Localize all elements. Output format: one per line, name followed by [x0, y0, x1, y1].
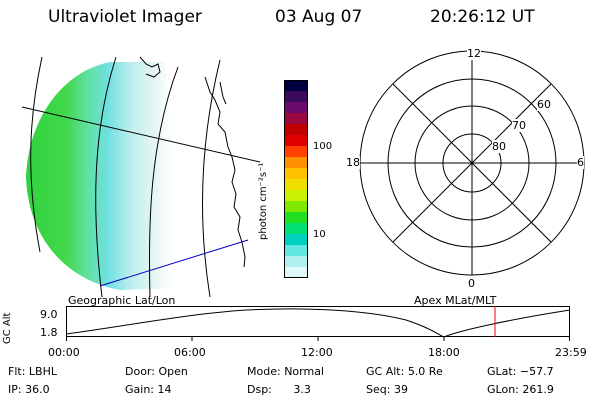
flt-label: Flt: — [8, 365, 26, 378]
colorbar-segment — [284, 124, 308, 136]
glat-value: −57.7 — [519, 365, 554, 378]
glon-value: 261.9 — [522, 383, 554, 396]
status-door: Door: Open — [125, 365, 188, 378]
image-date: 03 Aug 07 — [275, 7, 363, 27]
colorbar-segment — [284, 135, 308, 147]
time-tick-1200: 12:00 — [301, 346, 333, 359]
glon-label: GLon: — [487, 383, 519, 396]
colorbar-segment — [284, 212, 308, 224]
instrument-title: Ultraviolet Imager — [48, 7, 202, 27]
colorbar-segment — [284, 245, 308, 257]
status-seq: Seq: 39 — [366, 383, 408, 396]
seq-value: 39 — [393, 383, 408, 396]
glat-label: GLat: — [487, 365, 517, 378]
lat-label-70: 70 — [512, 119, 526, 132]
colorbar-segment — [284, 146, 308, 158]
dsp-label: Dsp: — [247, 383, 272, 396]
colorbar-segment — [284, 256, 308, 268]
uv-emission-image — [26, 62, 180, 290]
colorbar-segment — [284, 179, 308, 191]
status-glat: GLat: −57.7 — [487, 365, 554, 378]
seq-label: Seq: — [366, 383, 391, 396]
gc-alt-value: 5.0 Re — [407, 365, 443, 378]
colorbar-tick-10: 10 — [313, 229, 326, 240]
coastline-outline — [139, 56, 246, 268]
terminator-line — [99, 239, 249, 287]
colorbar-segment — [284, 168, 308, 180]
colorbar-segment — [284, 201, 308, 213]
altitude-tick-1-8: 1.8 — [40, 326, 58, 339]
lat-label-60: 60 — [537, 98, 551, 111]
ip-label: IP: — [8, 383, 22, 396]
status-gain: Gain: 14 — [125, 383, 172, 396]
gain-value: 14 — [157, 383, 172, 396]
time-tick-0000: 00:00 — [48, 346, 80, 359]
colorbar-tick-100: 100 — [313, 141, 333, 152]
door-label: Door: — [125, 365, 155, 378]
colorbar-segment — [284, 267, 308, 278]
mlt-label-0: 0 — [468, 277, 475, 290]
status-ip: IP: 36.0 — [8, 383, 50, 396]
altitude-axis-label: GC Alt — [2, 312, 13, 344]
mlt-label-6: 6 — [577, 156, 584, 169]
image-time: 20:26:12 UT — [430, 7, 535, 27]
polar-diagonal-2 — [392, 83, 552, 243]
colorbar-frame — [284, 80, 308, 278]
colorbar-segment — [284, 157, 308, 169]
apex-label: Apex MLat/MLT — [414, 294, 497, 307]
colorbar-segment — [284, 80, 308, 92]
colorbar — [284, 80, 308, 278]
mlt-label-12: 12 — [467, 47, 481, 60]
dsp-value: 3.3 — [293, 383, 311, 396]
altitude-plot — [66, 306, 571, 341]
altitude-plot-frame — [66, 306, 570, 337]
status-mode: Mode: Normal — [247, 365, 324, 378]
colorbar-segment — [284, 190, 308, 202]
status-dsp: Dsp: 3.3 — [247, 383, 311, 396]
altitude-tick-9: 9.0 — [40, 308, 58, 321]
altitude-curve — [66, 308, 571, 338]
geo-grid-lines — [21, 56, 260, 298]
ip-value: 36.0 — [25, 383, 50, 396]
geographic-label: Geographic Lat/Lon — [68, 294, 176, 307]
lat-label-80: 80 — [492, 140, 506, 153]
polar-plot — [359, 50, 585, 276]
colorbar-segment — [284, 223, 308, 235]
geographic-image-panel — [21, 56, 260, 298]
gc-alt-label: GC Alt: — [366, 365, 405, 378]
colorbar-unit-label: photon cm⁻²s⁻¹ — [258, 162, 269, 240]
time-tick-2359: 23:59 — [555, 346, 587, 359]
status-flt: Flt: LBHL — [8, 365, 57, 378]
mlt-label-18: 18 — [346, 156, 360, 169]
mode-label: Mode: — [247, 365, 281, 378]
door-value: Open — [158, 365, 188, 378]
colorbar-segment — [284, 234, 308, 246]
colorbar-segment — [284, 91, 308, 103]
status-gc-alt: GC Alt: 5.0 Re — [366, 365, 443, 378]
mode-value: Normal — [284, 365, 324, 378]
flt-value: LBHL — [28, 365, 57, 378]
status-glon: GLon: 261.9 — [487, 383, 554, 396]
gain-label: Gain: — [125, 383, 154, 396]
time-tick-0600: 06:00 — [174, 346, 206, 359]
time-tick-1800: 18:00 — [428, 346, 460, 359]
colorbar-segment — [284, 113, 308, 125]
colorbar-segment — [284, 102, 308, 114]
